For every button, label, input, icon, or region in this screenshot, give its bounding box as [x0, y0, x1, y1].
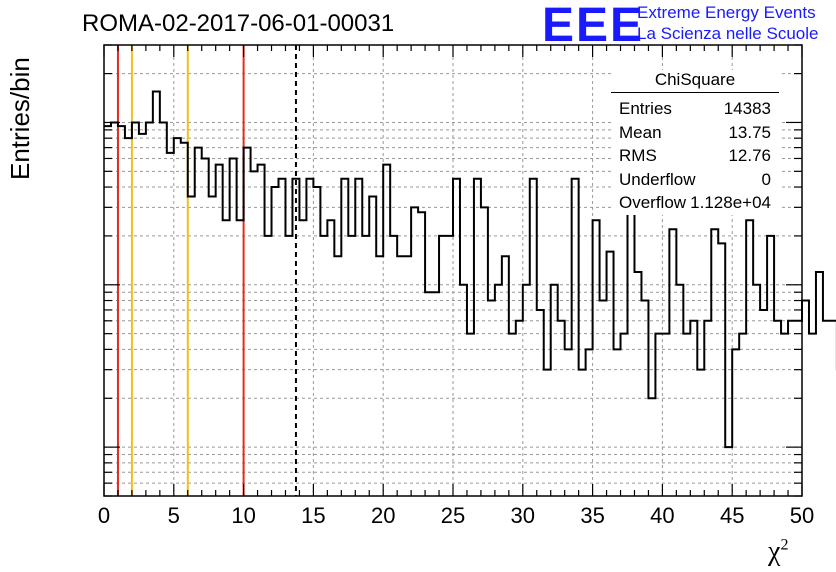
x-tick-label: 10: [231, 503, 255, 528]
x-tick-labels: 0 5 10 15 20 25 30 35 40 45 50: [98, 503, 814, 528]
x-tick-label: 45: [720, 503, 744, 528]
logo-subtitle-1: Extreme Energy Events: [637, 3, 816, 22]
x-tick-label: 0: [98, 503, 110, 528]
axis-ticks: [103, 44, 803, 497]
y-tick-label: 102: [64, 0, 96, 5]
stats-label: Underflow: [619, 169, 696, 189]
eee-logo: EEE: [542, 0, 645, 52]
stats-value: 13.75: [728, 122, 771, 142]
reference-lines: [116, 45, 297, 496]
stats-row: Entries 14383: [611, 97, 779, 121]
stats-row: RMS 12.76: [611, 144, 779, 168]
stats-box: ChiSquare Entries 14383 Mean 13.75 RMS 12.7…: [611, 70, 779, 215]
y-tick-label: 1: [84, 0, 96, 5]
stats-row: Underflow 0: [611, 168, 779, 192]
stats-title: ChiSquare: [611, 70, 779, 93]
stats-label: Mean: [619, 122, 662, 142]
logo-subtitle-2: La Scienza nelle Scuole: [637, 24, 819, 43]
x-tick-label: 50: [790, 503, 814, 528]
x-axis-label: χ2: [768, 536, 788, 568]
x-tick-label: 15: [301, 503, 325, 528]
x-axis-label-base: χ: [768, 536, 781, 567]
y-tick-label: 10: [72, 0, 96, 5]
x-tick-label: 25: [441, 503, 465, 528]
stats-value: 12.76: [728, 146, 771, 165]
stats-label: RMS: [619, 146, 657, 165]
stats-label: Entries: [619, 99, 672, 118]
x-tick-label: 40: [650, 503, 674, 528]
stats-row: Overflow 1.128e+04: [611, 191, 779, 215]
x-tick-label: 5: [168, 503, 180, 528]
chart-title: ROMA-02-2017-06-01-00031: [82, 10, 395, 37]
y-axis-label: Entries/bin: [5, 57, 35, 180]
stats-value: 14383: [723, 99, 771, 118]
stats-value: 1.128e+04: [690, 193, 771, 212]
x-tick-label: 30: [511, 503, 535, 528]
histogram-line: [104, 90, 836, 449]
stats-row: Mean 13.75: [611, 121, 779, 145]
x-axis-label-sup: 2: [780, 536, 789, 554]
stats-label: Overflow: [619, 193, 687, 212]
stats-value: 0: [761, 169, 771, 189]
x-tick-label: 20: [371, 503, 395, 528]
x-tick-label: 35: [580, 503, 604, 528]
y-tick-labels: 110102: [64, 0, 96, 5]
grid: [104, 44, 802, 497]
